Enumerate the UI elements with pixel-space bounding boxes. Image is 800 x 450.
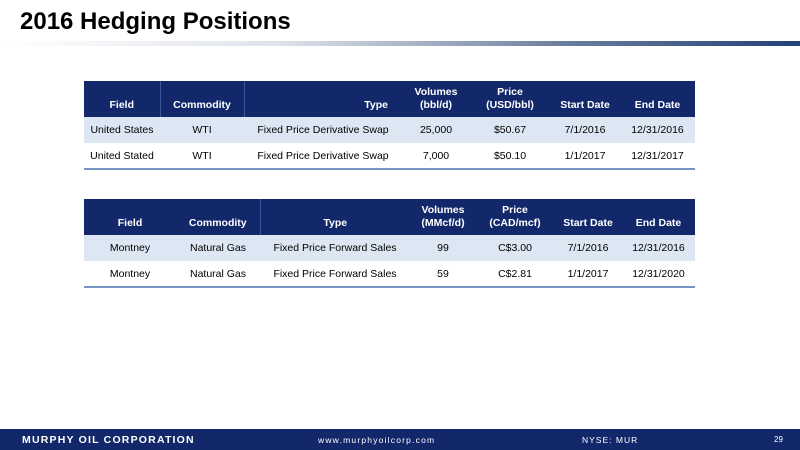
cell-end-date: 12/31/2020 bbox=[622, 261, 695, 288]
cell-field: United States bbox=[84, 117, 160, 143]
page-number: 29 bbox=[774, 435, 783, 444]
header-start-date: Start Date bbox=[550, 81, 620, 117]
table-header-row: Field Commodity Type Volumes (bbl/d) Pri… bbox=[84, 81, 695, 117]
cell-start-date: 1/1/2017 bbox=[550, 143, 620, 170]
cell-volumes: 25,000 bbox=[402, 117, 470, 143]
cell-end-date: 12/31/2016 bbox=[620, 117, 695, 143]
website-link[interactable]: www.murphyoilcorp.com bbox=[318, 435, 436, 445]
cell-commodity: Natural Gas bbox=[176, 261, 260, 288]
header-price: Price (CAD/mcf) bbox=[476, 199, 554, 235]
cell-price: $50.10 bbox=[470, 143, 550, 170]
cell-volumes: 59 bbox=[410, 261, 476, 288]
header-commodity: Commodity bbox=[160, 81, 245, 117]
gas-hedging-table: Field Commodity Type Volumes (MMcf/d) Pr… bbox=[84, 199, 695, 288]
table-row: United States WTI Fixed Price Derivative… bbox=[84, 117, 695, 143]
header-volumes: Volumes (MMcf/d) bbox=[410, 199, 476, 235]
table-row: Montney Natural Gas Fixed Price Forward … bbox=[84, 235, 695, 261]
cell-end-date: 12/31/2017 bbox=[620, 143, 695, 170]
company-name: MURPHY OIL CORPORATION bbox=[22, 434, 195, 446]
table-row: United Stated WTI Fixed Price Derivative… bbox=[84, 143, 695, 170]
header-end-date: End Date bbox=[620, 81, 695, 117]
cell-commodity: WTI bbox=[160, 117, 244, 143]
cell-type: Fixed Price Derivative Swap bbox=[244, 117, 402, 143]
stock-ticker: NYSE: MUR bbox=[582, 435, 639, 445]
cell-volumes: 99 bbox=[410, 235, 476, 261]
header-field: Field bbox=[84, 199, 176, 235]
header-type: Type bbox=[260, 199, 410, 235]
cell-price: C$3.00 bbox=[476, 235, 554, 261]
cell-start-date: 1/1/2017 bbox=[554, 261, 622, 288]
header-field: Field bbox=[84, 81, 161, 117]
footer-bar: MURPHY OIL CORPORATION www.murphyoilcorp… bbox=[0, 429, 800, 450]
slide-title: 2016 Hedging Positions bbox=[20, 8, 291, 35]
table-row: Montney Natural Gas Fixed Price Forward … bbox=[84, 261, 695, 288]
header-end-date: End Date bbox=[622, 199, 695, 235]
cell-commodity: WTI bbox=[160, 143, 244, 170]
cell-price: C$2.81 bbox=[476, 261, 554, 288]
oil-hedging-table: Field Commodity Type Volumes (bbl/d) Pri… bbox=[84, 81, 695, 170]
header-start-date: Start Date bbox=[554, 199, 622, 235]
cell-field: Montney bbox=[84, 261, 176, 288]
cell-commodity: Natural Gas bbox=[176, 235, 260, 261]
cell-type: Fixed Price Derivative Swap bbox=[244, 143, 402, 170]
cell-price: $50.67 bbox=[470, 117, 550, 143]
cell-end-date: 12/31/2016 bbox=[622, 235, 695, 261]
cell-start-date: 7/1/2016 bbox=[554, 235, 622, 261]
cell-type: Fixed Price Forward Sales bbox=[260, 235, 410, 261]
header-volumes: Volumes (bbl/d) bbox=[402, 81, 470, 117]
header-price: Price (USD/bbl) bbox=[470, 81, 550, 117]
cell-field: United Stated bbox=[84, 143, 160, 170]
cell-volumes: 7,000 bbox=[402, 143, 470, 170]
cell-type: Fixed Price Forward Sales bbox=[260, 261, 410, 288]
cell-field: Montney bbox=[84, 235, 176, 261]
title-divider bbox=[0, 41, 800, 46]
header-type: Type bbox=[244, 81, 402, 117]
table-header-row: Field Commodity Type Volumes (MMcf/d) Pr… bbox=[84, 199, 695, 235]
header-commodity: Commodity bbox=[176, 199, 261, 235]
cell-start-date: 7/1/2016 bbox=[550, 117, 620, 143]
